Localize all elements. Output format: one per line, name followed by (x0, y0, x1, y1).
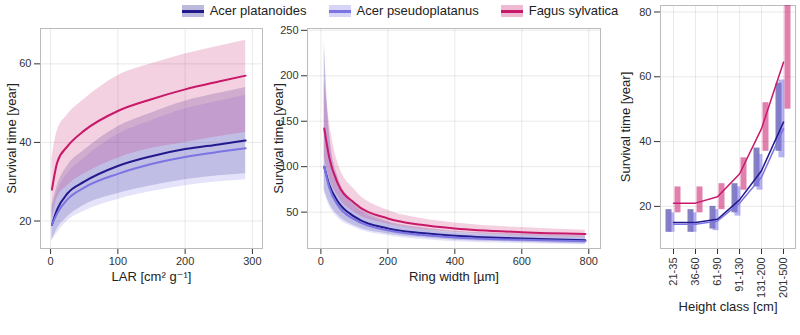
svg-text:20: 20 (639, 200, 651, 212)
svg-text:200: 200 (280, 69, 298, 81)
svg-text:100: 100 (109, 255, 127, 267)
svg-text:LAR [cm² g⁻¹]: LAR [cm² g⁻¹] (112, 269, 192, 284)
svg-text:60: 60 (639, 70, 651, 82)
svg-text:Ring width [µm]: Ring width [µm] (409, 269, 499, 284)
svg-text:300: 300 (243, 255, 261, 267)
svg-text:Height class [cm]: Height class [cm] (679, 299, 778, 314)
svg-text:201-500: 201-500 (777, 258, 789, 298)
svg-text:131-200: 131-200 (755, 258, 767, 298)
svg-text:100: 100 (280, 160, 299, 173)
svg-text:Survival time [year]: Survival time [year] (618, 72, 633, 183)
html-text:Acer pseudoplatanus: Acer pseudoplatanus (356, 3, 479, 18)
html-text:Acer platanoides: Acer platanoides (209, 3, 307, 18)
svg-text:400: 400 (446, 255, 464, 267)
svg-text:36-60: 36-60 (689, 258, 701, 286)
svg-text:40: 40 (19, 136, 31, 148)
svg-text:20: 20 (19, 215, 31, 227)
svg-text:800: 800 (580, 255, 598, 267)
svg-text:150: 150 (280, 114, 299, 127)
svg-text:60: 60 (19, 57, 31, 69)
svg-text:250: 250 (280, 24, 298, 36)
svg-text:600: 600 (513, 255, 531, 267)
svg-text:21-35: 21-35 (667, 258, 679, 286)
svg-text:0: 0 (318, 255, 324, 267)
svg-text:200: 200 (176, 255, 194, 267)
svg-text:200: 200 (379, 255, 397, 267)
svg-text:61-90: 61-90 (711, 258, 723, 286)
svg-text:40: 40 (639, 135, 651, 147)
svg-text:Survival time [year]: Survival time [year] (4, 83, 19, 194)
html-text:Fagus sylvatica: Fagus sylvatica (528, 3, 619, 18)
svg-text:91-130: 91-130 (733, 258, 745, 292)
svg-text:0: 0 (48, 255, 54, 267)
svg-text:80: 80 (639, 5, 651, 17)
svg-text:50: 50 (286, 206, 298, 218)
svg-text:Survival time [year]: Survival time [year] (271, 83, 286, 194)
